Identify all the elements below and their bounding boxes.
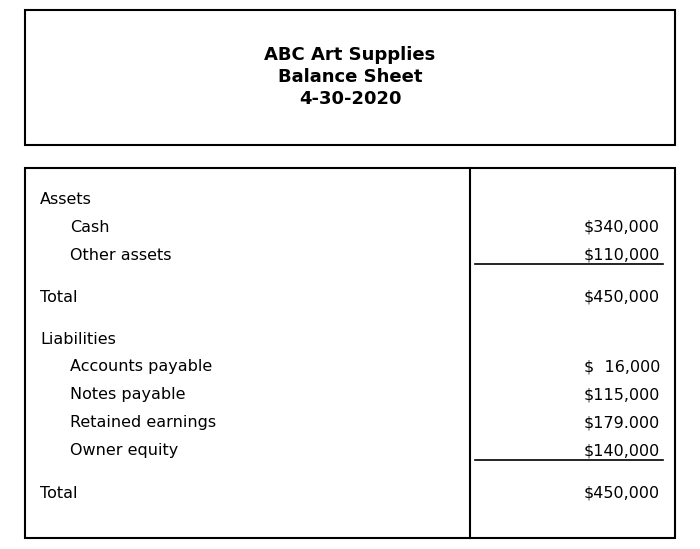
Text: $179.000: $179.000 xyxy=(584,416,660,430)
Text: Total: Total xyxy=(40,289,78,305)
Text: ABC Art Supplies: ABC Art Supplies xyxy=(265,47,435,64)
Text: Notes payable: Notes payable xyxy=(70,388,186,402)
Text: $340,000: $340,000 xyxy=(584,220,660,234)
Text: Other assets: Other assets xyxy=(70,248,172,262)
Text: Retained earnings: Retained earnings xyxy=(70,416,216,430)
Text: Liabilities: Liabilities xyxy=(40,332,116,346)
Text: $  16,000: $ 16,000 xyxy=(584,360,660,374)
Text: 4-30-2020: 4-30-2020 xyxy=(299,91,401,109)
Bar xyxy=(25,10,675,145)
Text: $450,000: $450,000 xyxy=(584,485,660,501)
Bar xyxy=(25,168,675,538)
Text: $115,000: $115,000 xyxy=(584,388,660,402)
Text: Cash: Cash xyxy=(70,220,109,234)
Text: $450,000: $450,000 xyxy=(584,289,660,305)
Text: Owner equity: Owner equity xyxy=(70,444,178,458)
Text: Total: Total xyxy=(40,485,78,501)
Text: Assets: Assets xyxy=(40,192,92,206)
Text: $110,000: $110,000 xyxy=(584,248,660,262)
Text: $140,000: $140,000 xyxy=(584,444,660,458)
Text: Accounts payable: Accounts payable xyxy=(70,360,212,374)
Text: Balance Sheet: Balance Sheet xyxy=(278,69,422,87)
